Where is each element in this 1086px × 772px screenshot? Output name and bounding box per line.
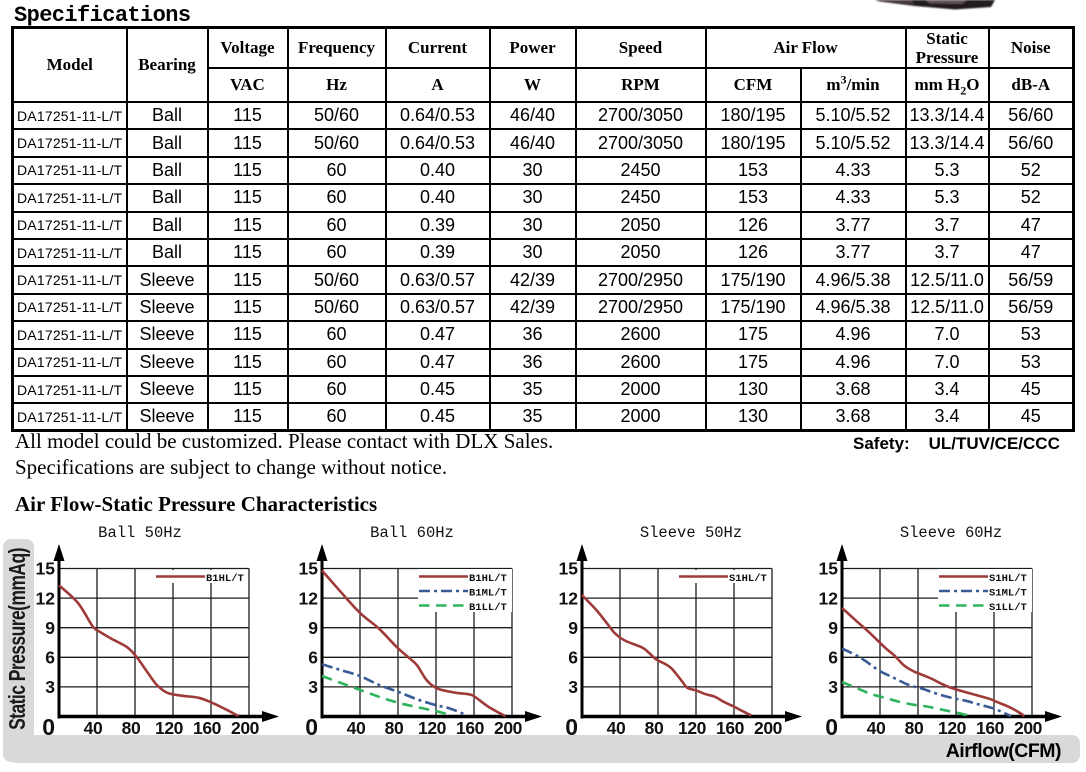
svg-text:120: 120 <box>938 718 967 738</box>
svg-text:200: 200 <box>494 718 523 738</box>
svg-text:9: 9 <box>828 618 838 638</box>
svg-text:120: 120 <box>678 718 707 738</box>
svg-text:15: 15 <box>819 559 839 579</box>
svg-text:Ball 60Hz: Ball 60Hz <box>370 524 454 542</box>
svg-text:9: 9 <box>568 618 578 638</box>
svg-text:200: 200 <box>754 718 783 738</box>
svg-text:12: 12 <box>819 588 839 608</box>
svg-text:Ball 50Hz: Ball 50Hz <box>98 524 182 542</box>
svg-text:200: 200 <box>231 718 260 738</box>
svg-text:40: 40 <box>867 718 886 738</box>
svg-text:80: 80 <box>385 718 404 738</box>
svg-text:160: 160 <box>456 718 485 738</box>
svg-text:0: 0 <box>825 714 838 740</box>
svg-text:120: 120 <box>418 718 447 738</box>
svg-text:120: 120 <box>155 718 184 738</box>
svg-text:160: 160 <box>976 718 1005 738</box>
svg-text:80: 80 <box>645 718 664 738</box>
svg-text:B1HL/T: B1HL/T <box>206 573 244 585</box>
svg-text:15: 15 <box>559 559 579 579</box>
svg-text:40: 40 <box>607 718 626 738</box>
svg-text:0: 0 <box>305 714 318 740</box>
svg-text:9: 9 <box>45 618 55 638</box>
svg-text:80: 80 <box>122 718 141 738</box>
svg-text:3: 3 <box>568 677 578 697</box>
svg-text:15: 15 <box>36 559 56 579</box>
svg-text:40: 40 <box>347 718 366 738</box>
svg-text:B1LL/T: B1LL/T <box>469 602 507 614</box>
svg-text:12: 12 <box>559 588 579 608</box>
svg-text:3: 3 <box>45 677 55 697</box>
svg-text:B1HL/T: B1HL/T <box>469 573 507 585</box>
svg-text:S1HL/T: S1HL/T <box>729 573 767 585</box>
svg-text:3: 3 <box>828 677 838 697</box>
svg-text:6: 6 <box>568 648 578 668</box>
svg-text:6: 6 <box>308 648 318 668</box>
svg-text:0: 0 <box>42 714 55 740</box>
svg-text:12: 12 <box>36 588 56 608</box>
svg-text:160: 160 <box>716 718 745 738</box>
svg-text:6: 6 <box>828 648 838 668</box>
svg-text:S1LL/T: S1LL/T <box>989 602 1027 614</box>
svg-text:B1ML/T: B1ML/T <box>469 588 507 600</box>
svg-text:Airflow(CFM): Airflow(CFM) <box>946 740 1061 762</box>
svg-text:Sleeve 60Hz: Sleeve 60Hz <box>900 524 1002 542</box>
svg-text:160: 160 <box>193 718 222 738</box>
svg-text:15: 15 <box>299 559 319 579</box>
svg-text:0: 0 <box>565 714 578 740</box>
svg-text:6: 6 <box>45 648 55 668</box>
svg-text:9: 9 <box>308 618 318 638</box>
svg-text:200: 200 <box>1014 718 1043 738</box>
svg-text:S1HL/T: S1HL/T <box>989 573 1027 585</box>
svg-text:3: 3 <box>308 677 318 697</box>
svg-text:12: 12 <box>299 588 319 608</box>
svg-text:Static Pressure(mmAq): Static Pressure(mmAq) <box>6 548 31 730</box>
svg-text:40: 40 <box>84 718 103 738</box>
svg-text:80: 80 <box>905 718 924 738</box>
svg-text:Sleeve 50Hz: Sleeve 50Hz <box>640 524 742 542</box>
svg-text:S1ML/T: S1ML/T <box>989 588 1027 600</box>
